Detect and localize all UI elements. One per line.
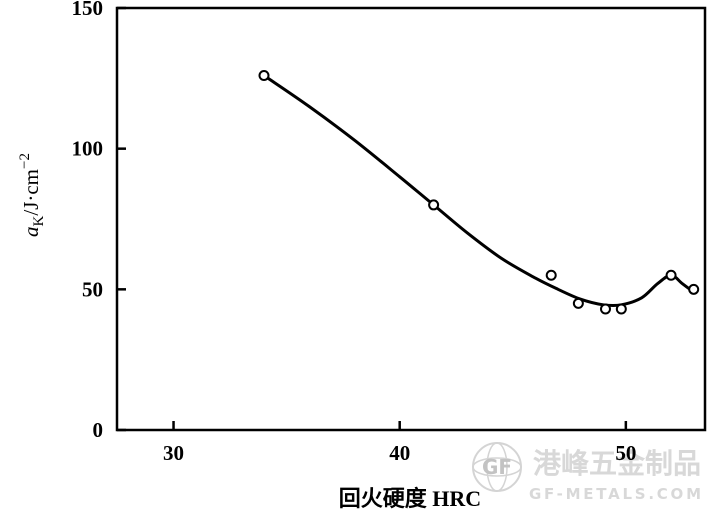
y-axis-title-sup: −2	[17, 153, 33, 169]
watermark-brand: 港峰五金制品	[533, 447, 701, 480]
y-axis-title-sub: K	[31, 215, 47, 226]
data-point	[599, 303, 611, 315]
x-tick-label: 40	[389, 441, 410, 465]
x-axis-title: 回火硬度 HRC	[339, 486, 481, 511]
plot-area	[258, 70, 700, 315]
y-tick-label: 100	[72, 137, 104, 161]
x-tick-label: 50	[615, 441, 636, 465]
watermark: GF 港峰五金制品 GF-METALS.COM	[472, 442, 701, 503]
y-tick-label: 50	[82, 277, 103, 301]
watermark-url: GF-METALS.COM	[529, 485, 701, 503]
data-point	[572, 297, 584, 309]
plot-frame	[115, 6, 707, 432]
data-point	[428, 199, 440, 211]
x-tick-label: 30	[163, 441, 184, 465]
series-line	[262, 74, 696, 308]
data-point	[615, 303, 627, 315]
axes: 0 50 100 150 30 40 50	[72, 0, 707, 465]
watermark-logo-text: GF	[482, 455, 512, 479]
watermark-logo-icon: GF	[472, 442, 522, 492]
data-point	[545, 269, 557, 281]
y-tick-label: 0	[93, 418, 104, 442]
y-tick-label: 150	[72, 0, 104, 20]
y-axis-title-main: a	[19, 226, 43, 237]
data-point	[665, 269, 677, 281]
data-point	[258, 70, 270, 82]
y-axis-title-unit: /J·cm	[19, 169, 43, 216]
data-point	[688, 283, 700, 295]
y-axis-title: aK/J·cm−2	[17, 153, 47, 237]
